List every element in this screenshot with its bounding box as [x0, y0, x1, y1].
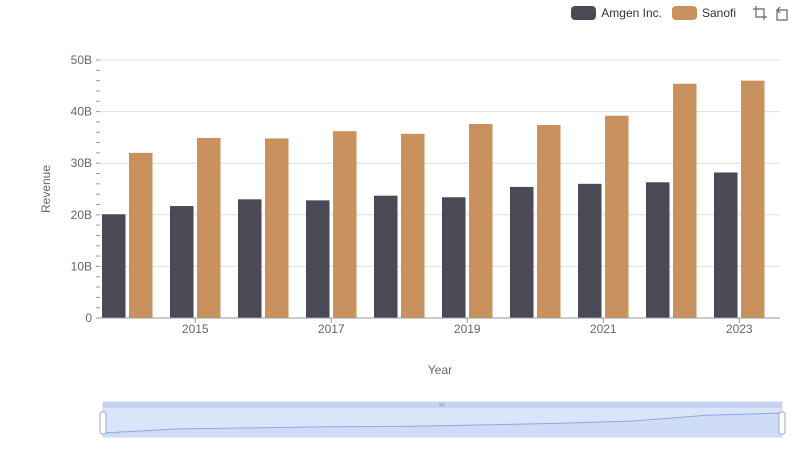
y-tick-label: 20B [71, 208, 92, 222]
bar-amgen-2022[interactable] [646, 182, 670, 318]
zoom-rect-icon[interactable] [752, 5, 768, 21]
bar-sanofi-2015[interactable] [197, 137, 221, 318]
legend-swatch-sanofi [671, 6, 697, 20]
x-tick-label: 2023 [726, 322, 753, 336]
bar-amgen-2023[interactable] [714, 172, 738, 318]
slider-grip-icon[interactable] [439, 403, 445, 407]
bar-sanofi-2021[interactable] [605, 115, 629, 318]
legend: Amgen Inc. Sanofi [571, 4, 790, 22]
x-axis-title: Year [428, 363, 452, 377]
bar-amgen-2020[interactable] [510, 186, 534, 318]
y-minor-ticks [96, 59, 100, 319]
slider-handle-left[interactable] [99, 411, 107, 435]
bar-amgen-2014[interactable] [102, 214, 126, 318]
legend-label-amgen: Amgen Inc. [601, 6, 662, 20]
slider-handle-right[interactable] [778, 411, 786, 435]
legend-label-sanofi: Sanofi [701, 6, 736, 20]
bar-sanofi-2019[interactable] [469, 123, 493, 318]
zoom-reset-icon[interactable] [774, 5, 790, 21]
legend-item-amgen[interactable]: Amgen Inc. [571, 6, 662, 20]
y-tick-label: 50B [71, 53, 92, 67]
y-tick-label: 10B [71, 259, 92, 273]
y-axis-title: Revenue [39, 165, 53, 213]
bar-sanofi-2017[interactable] [333, 131, 357, 318]
bar-amgen-2019[interactable] [442, 197, 466, 318]
bar-sanofi-2020[interactable] [537, 125, 561, 319]
y-tick-labels: 0 10B 20B 30B 40B 50B [71, 53, 93, 325]
slider-move-bar[interactable] [103, 402, 782, 408]
bar-amgen-2015[interactable] [170, 206, 194, 318]
slider-preview-area [103, 413, 782, 437]
x-tick-label: 2017 [318, 322, 345, 336]
x-tick-labels: 2015 2017 2019 2021 2023 [182, 318, 753, 336]
bar-sanofi-2023[interactable] [741, 80, 765, 318]
bar-sanofi-2014[interactable] [129, 152, 153, 318]
bar-amgen-2021[interactable] [578, 183, 602, 318]
bar-sanofi-2022[interactable] [673, 83, 697, 319]
bar-amgen-2016[interactable] [238, 199, 262, 318]
bar-sanofi-2018[interactable] [401, 133, 425, 318]
x-tick-label: 2019 [454, 322, 481, 336]
y-tick-label: 0 [85, 311, 92, 325]
y-tick-label: 40B [71, 105, 92, 119]
y-tick-label: 30B [71, 156, 92, 170]
x-tick-label: 2015 [182, 322, 209, 336]
bar-amgen-2017[interactable] [306, 200, 330, 318]
slider-preview-line [102, 412, 783, 434]
bar-amgen-2018[interactable] [374, 195, 398, 318]
x-tick-label: 2021 [590, 322, 617, 336]
legend-swatch-amgen [571, 6, 597, 20]
data-zoom-slider[interactable] [99, 401, 786, 438]
bar-sanofi-2016[interactable] [265, 138, 289, 318]
bars-group [102, 80, 765, 319]
legend-item-sanofi[interactable]: Sanofi [671, 6, 736, 20]
